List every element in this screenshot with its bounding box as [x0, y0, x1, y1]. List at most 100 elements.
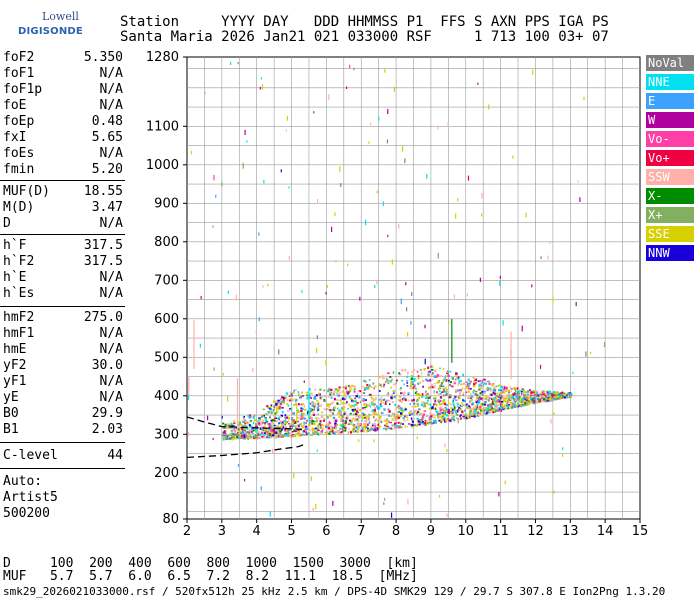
echo-point — [424, 397, 427, 400]
echo-point — [285, 416, 289, 419]
echo-point — [319, 424, 322, 426]
noise-point — [457, 198, 459, 202]
echo-point — [241, 436, 244, 439]
echo-point — [306, 419, 308, 422]
echo-point — [359, 409, 362, 412]
noise-point — [378, 116, 380, 121]
echo-point — [482, 403, 484, 406]
noise-point — [583, 96, 585, 101]
echo-point — [499, 389, 503, 391]
echo-point — [247, 414, 250, 417]
echo-point — [264, 413, 266, 416]
echo-point — [374, 385, 377, 388]
echo-point — [444, 403, 447, 407]
echo-point — [239, 427, 242, 430]
echo-point — [454, 378, 457, 381]
echo-point — [439, 406, 443, 409]
echo-point — [283, 397, 286, 400]
echo-point — [305, 428, 307, 431]
echo-point — [380, 411, 383, 415]
echo-point — [349, 389, 352, 392]
echo-point — [302, 408, 304, 411]
echo-point — [514, 399, 517, 401]
noise-point — [332, 500, 334, 506]
echo-point — [291, 420, 294, 423]
echo-point — [475, 409, 478, 413]
echo-point — [416, 405, 420, 407]
echo-point — [447, 411, 451, 414]
echo-point — [258, 437, 261, 440]
echo-point — [329, 392, 332, 396]
echo-point — [264, 428, 267, 431]
echo-point — [461, 410, 464, 413]
echo-point — [354, 397, 356, 400]
echo-point — [428, 418, 430, 421]
echo-point — [511, 406, 513, 409]
echo-point — [235, 433, 238, 436]
echo-point — [334, 422, 337, 425]
y-tick-label: 1000 — [146, 158, 179, 173]
echo-point — [355, 400, 358, 403]
echo-point — [305, 391, 309, 394]
echo-point — [469, 410, 472, 414]
echo-point — [344, 427, 347, 429]
echo-point — [343, 413, 346, 416]
echo-point — [387, 372, 390, 374]
echo-point — [392, 390, 395, 392]
noise-point — [212, 437, 214, 440]
echo-point — [336, 412, 339, 415]
echo-point — [446, 417, 450, 421]
param-label: h`Es — [3, 286, 35, 301]
echo-point — [227, 436, 230, 438]
echo-point — [381, 374, 384, 378]
echo-point — [353, 385, 356, 388]
noise-point — [227, 396, 229, 402]
echo-point — [257, 422, 260, 425]
echo-point — [248, 421, 250, 424]
echo-point — [452, 417, 455, 420]
echo-point — [277, 405, 280, 408]
echo-point — [449, 394, 452, 397]
echo-point — [465, 386, 468, 389]
echo-point — [368, 418, 371, 421]
echo-point — [260, 432, 263, 435]
echo-point — [411, 370, 414, 373]
echo-point — [329, 409, 332, 412]
echo-point — [462, 373, 465, 377]
echo-point — [553, 391, 556, 393]
echo-point — [454, 411, 457, 414]
noise-point — [446, 513, 448, 518]
echo-point — [283, 399, 285, 402]
param-label: yF2 — [3, 358, 27, 373]
legend-w: W — [646, 112, 694, 128]
echo-point — [378, 419, 381, 422]
echo-point — [472, 396, 474, 399]
noise-point — [437, 252, 439, 259]
echo-point — [281, 426, 284, 430]
echo-point — [348, 428, 350, 430]
noise-point — [256, 430, 258, 435]
echo-point — [294, 420, 297, 424]
echo-point — [317, 403, 319, 406]
echo-point — [323, 389, 326, 392]
echo-point — [428, 370, 431, 373]
echo-point — [470, 407, 473, 410]
echo-point — [459, 417, 462, 420]
echo-point — [567, 392, 569, 396]
echo-point — [258, 437, 260, 440]
echo-point — [497, 396, 500, 398]
noise-point — [349, 64, 351, 69]
noise-point — [466, 293, 469, 297]
echo-point — [343, 428, 346, 431]
echo-point — [298, 430, 300, 433]
echo-point — [492, 409, 495, 412]
echo-point — [315, 394, 318, 397]
echo-point — [273, 420, 276, 422]
echo-point — [311, 408, 314, 411]
echo-point — [290, 412, 293, 415]
echo-point — [372, 416, 375, 419]
echo-point — [353, 431, 356, 433]
echo-point — [563, 396, 566, 399]
echo-point — [337, 388, 341, 392]
echo-point — [532, 399, 535, 402]
